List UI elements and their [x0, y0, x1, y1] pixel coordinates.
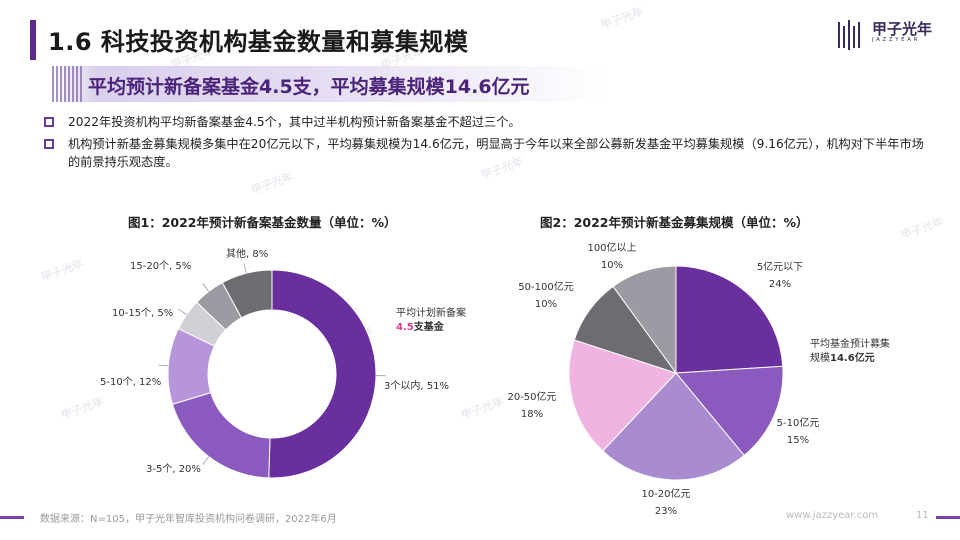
slice-label: 15-20个, 5%: [130, 260, 191, 272]
bullet-item: 机构预计新基金募集规模多集中在20亿元以下，平均募集规模为14.6亿元，明显高于…: [44, 135, 924, 171]
slice-label-name: 20-50亿元: [507, 390, 556, 403]
footer-url: www.jazzyear.com: [786, 510, 879, 521]
chart1-title: 图1：2022年预计新备案基金数量（单位：%）: [128, 215, 397, 230]
page-number: 11: [916, 510, 929, 521]
logo-icon: [838, 20, 860, 50]
slice-label-name: 5-10亿元: [777, 416, 820, 429]
bullet-box-icon: [44, 139, 54, 149]
logo-subtext: JAZZYEAR: [872, 37, 921, 43]
pie-slice-2: [602, 372, 745, 481]
slice-label: 3个以内, 51%: [384, 379, 449, 392]
pie-slice-5: [612, 265, 677, 375]
slice-label-name: 50-100亿元: [518, 280, 573, 293]
slice-label-name: 5亿元以下: [757, 260, 803, 273]
slice-label-value: 24%: [769, 279, 791, 290]
leader-line: [243, 263, 247, 274]
bullet-box-icon: [44, 117, 54, 127]
chart2-title: 图2：2022年预计新基金募集规模（单位：%）: [540, 215, 809, 230]
bullet-item: 2022年投资机构平均新备案基金4.5个，其中过半机构预计新备案基金不超过三个。: [44, 113, 924, 131]
slice-label-value: 10%: [601, 260, 623, 271]
slice-label-value: 18%: [521, 409, 543, 420]
footer-source: 数据来源：N=105，甲子光年智库投资机构问卷调研，2022年6月: [40, 514, 337, 525]
footer-accent-right: [936, 516, 960, 519]
pie-slice-0: [675, 265, 784, 374]
leader-line: [178, 308, 187, 316]
slice-label-name: 100亿以上: [587, 241, 636, 254]
leader-line: [202, 283, 210, 292]
pie-slice-3: [568, 339, 677, 452]
pie-annotation-line2: 规模14.6亿元: [810, 351, 875, 364]
leader-line: [158, 364, 169, 367]
center-annotation-line2: 4.5支基金: [396, 320, 445, 333]
slice-label-value: 23%: [655, 506, 677, 517]
slice-label: 其他, 8%: [226, 247, 268, 260]
logo-text: 甲子光年: [872, 20, 933, 38]
slice-label: 10-15个, 5%: [112, 307, 173, 319]
donut-slice-0: [268, 269, 377, 479]
subtitle: 平均预计新备案基金4.5支，平均募集规模14.6亿元: [88, 76, 530, 98]
title-accent-bar: [30, 20, 36, 60]
slice-label-name: 10-20亿元: [641, 487, 690, 500]
pie-slice-1: [674, 365, 784, 457]
center-annotation-line1: 平均计划新备案: [396, 306, 466, 319]
bullet-list: 2022年投资机构平均新备案基金4.5个，其中过半机构预计新备案基金不超过三个。…: [44, 113, 924, 175]
donut-slice-5: [221, 269, 273, 319]
subtitle-band: [52, 66, 612, 102]
bullet-text: 2022年投资机构平均新备案基金4.5个，其中过半机构预计新备案基金不超过三个。: [68, 115, 521, 129]
pie-annotation-line1: 平均基金预计募集: [810, 337, 890, 350]
page-title: 1.6 科技投资机构基金数量和募集规模: [48, 28, 469, 56]
slice-label: 3-5个, 20%: [146, 463, 201, 475]
leader-line: [202, 456, 210, 465]
footer-accent-left: [0, 516, 24, 519]
slice-label: 5-10个, 12%: [100, 376, 161, 388]
bullet-text: 机构预计新基金募集规模多集中在20亿元以下，平均募集规模为14.6亿元，明显高于…: [68, 137, 924, 169]
slice-label-value: 15%: [787, 435, 809, 446]
slice-label-value: 10%: [535, 299, 557, 310]
